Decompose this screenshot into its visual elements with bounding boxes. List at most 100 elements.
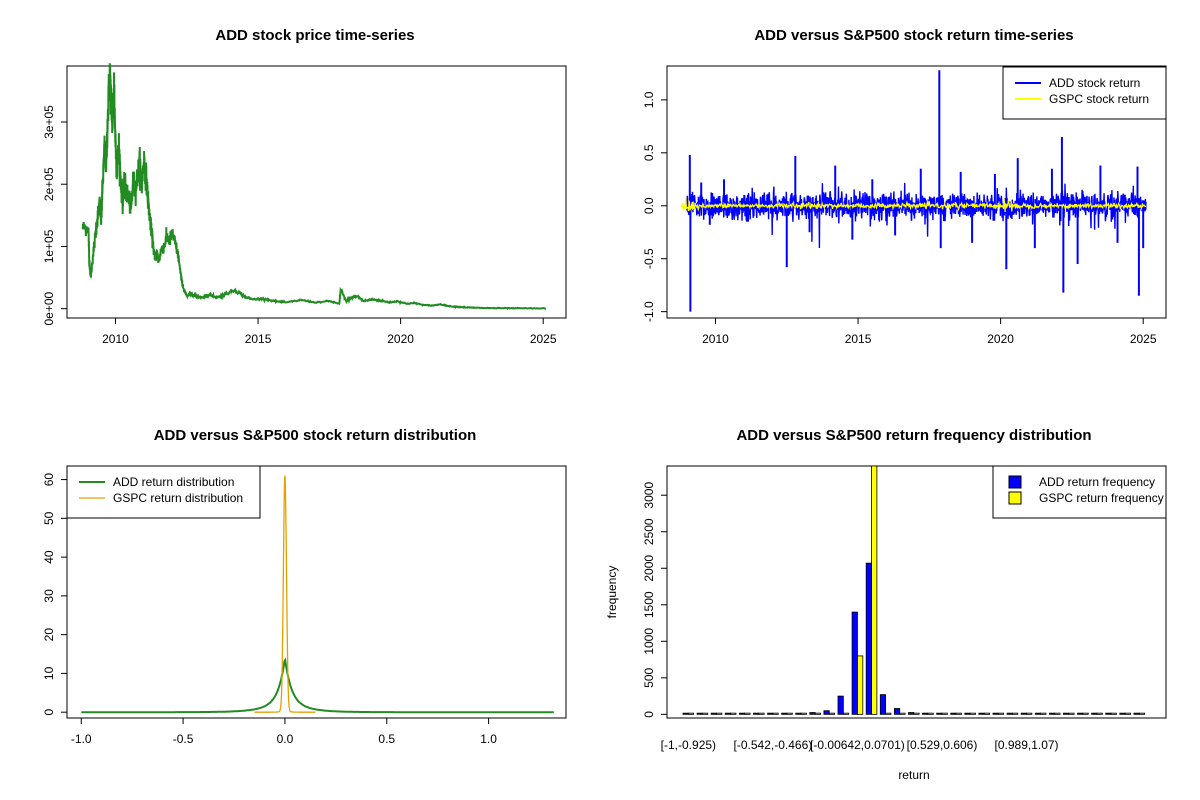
gspc-frequency-bar xyxy=(687,712,695,715)
gspc-frequency-bar xyxy=(772,712,779,715)
gspc-frequency-bar xyxy=(1068,712,1075,715)
return-ts-x-tick-label: 2015 xyxy=(845,332,872,346)
add-frequency-bar xyxy=(696,712,703,715)
gspc-frequency-bar xyxy=(899,712,906,715)
gspc-frequency-bar xyxy=(1096,712,1103,715)
frequency-x-tick-label: [-1,-0.925) xyxy=(661,738,716,752)
gspc-frequency-bar xyxy=(842,712,850,715)
add-frequency-bar xyxy=(879,694,887,715)
frequency-y-tick-label: 1500 xyxy=(642,591,656,618)
gspc-frequency-bar xyxy=(1040,712,1047,715)
density-y-tick-label: 30 xyxy=(42,589,56,603)
add-frequency-bar xyxy=(964,712,971,715)
frequency-legend-label: ADD return frequency xyxy=(1039,475,1155,489)
gspc-frequency-bar xyxy=(997,712,1005,715)
return-ts-chart-title: ADD versus S&P500 stock return time-seri… xyxy=(754,27,1073,44)
return-density-chart: ADD versus S&P500 stock return distribut… xyxy=(42,427,567,746)
gspc-frequency-bar xyxy=(983,712,991,715)
price-plot-frame xyxy=(66,65,567,319)
add-frequency-bar xyxy=(753,712,760,715)
frequency-legend-label: GSPC return frequency xyxy=(1039,491,1164,505)
price-plot-area: 2010 2015 2020 2025 0e+00 1e+05 2e+05 3e+05 xyxy=(42,63,567,346)
density-y-tick-label: 50 xyxy=(42,511,56,525)
add-frequency-bar xyxy=(1063,712,1070,715)
price-x-tick-label: 2020 xyxy=(387,332,414,346)
density-y-tick-label: 60 xyxy=(42,473,56,487)
add-frequency-bar xyxy=(1133,712,1140,715)
density-legend-label: ADD return distribution xyxy=(113,475,234,489)
add-frequency-bar xyxy=(936,712,943,715)
price-x-tick-label: 2015 xyxy=(245,332,272,346)
gspc-frequency-bar xyxy=(871,465,878,715)
add-frequency-bar xyxy=(978,712,985,715)
add-frequency-bar xyxy=(809,712,816,715)
add-frequency-bar xyxy=(1020,712,1027,715)
return-ts-x-tick-label: 2010 xyxy=(702,332,729,346)
frequency-y-tick-label: 500 xyxy=(642,667,656,687)
density-x-tick-label: 0.5 xyxy=(378,732,395,746)
price-y-tick-label: 3e+05 xyxy=(42,105,56,139)
frequency-legend-box xyxy=(992,465,1167,519)
frequency-x-tick-label: [-0.542,-0.466) xyxy=(734,738,813,752)
gspc-frequency-bar xyxy=(814,712,821,715)
gspc-frequency-bar xyxy=(1124,712,1131,715)
gspc-frequency-bar xyxy=(800,712,807,715)
add-frequency-bar xyxy=(837,695,844,715)
density-plot-frame xyxy=(66,465,567,719)
price-y-tick-label: 0e+00 xyxy=(42,291,56,325)
add-frequency-bar xyxy=(781,712,788,715)
add-frequency-bar xyxy=(1048,712,1056,715)
return-density-chart-title: ADD versus S&P500 stock return distribut… xyxy=(154,427,477,444)
gspc-frequency-bar xyxy=(969,712,976,715)
density-legend-label: GSPC return distribution xyxy=(113,491,243,505)
add-frequency-bar xyxy=(795,712,802,715)
density-legend-box xyxy=(66,465,261,519)
gspc-frequency-bar xyxy=(955,712,962,715)
frequency-y-tick-label: 1000 xyxy=(642,628,656,655)
gspc-frequency-bar xyxy=(828,712,836,715)
gspc-frequency-bar xyxy=(927,712,934,715)
gspc-frequency-bar xyxy=(758,712,765,715)
return-ts-legend-label: GSPC stock return xyxy=(1049,92,1149,106)
frequency-y-axis-label: frequency xyxy=(605,566,619,619)
add-frequency-bar xyxy=(1006,712,1013,715)
frequency-y-tick-label: 3000 xyxy=(642,482,656,509)
gspc-frequency-bar xyxy=(913,712,920,715)
gspc-frequency-bar xyxy=(1012,712,1019,715)
density-y-tick-label: 0 xyxy=(42,709,56,716)
density-y-tick-label: 40 xyxy=(42,550,56,564)
frequency-x-tick-label: [-0.00642,0.0701) xyxy=(810,738,905,752)
add-frequency-bar xyxy=(1077,712,1084,715)
add-frequency-bar xyxy=(922,712,929,715)
add-frequency-bar xyxy=(865,562,872,715)
return-ts-x-tick-label: 2020 xyxy=(987,332,1014,346)
frequency-plot-frame xyxy=(666,465,1167,719)
frequency-legend-key xyxy=(1008,491,1022,505)
frequency-y-tick-label: 0 xyxy=(642,711,656,718)
return-ts-chart: ADD versus S&P500 stock return time-seri… xyxy=(642,27,1167,346)
gspc-frequency-bar xyxy=(730,712,737,715)
add-frequency-bar xyxy=(823,710,830,715)
frequency-legend-key xyxy=(1008,475,1022,489)
return-frequency-chart-title: ADD versus S&P500 return frequency distr… xyxy=(736,427,1091,444)
add-frequency-bar xyxy=(724,712,732,715)
return-ts-plot-frame xyxy=(666,65,1167,319)
add-frequency-bar xyxy=(851,611,858,715)
return-ts-y-tick-label: 0.0 xyxy=(642,197,656,214)
add-frequency-bar xyxy=(767,712,774,715)
density-x-tick-label: -0.5 xyxy=(173,732,194,746)
price-chart: ADD stock price time-series 2010 2015 2020… xyxy=(42,27,567,346)
add-return-line xyxy=(686,182,1147,249)
return-frequency-chart: ADD versus S&P500 return frequency distr… xyxy=(605,427,1167,782)
add-frequency-bar xyxy=(1091,712,1098,715)
density-x-tick-label: 0.0 xyxy=(277,732,294,746)
gspc-frequency-bar xyxy=(1110,712,1117,715)
gspc-frequency-bar xyxy=(1054,712,1061,715)
return-ts-plot-area: 2010 2015 2020 2025 -1.0 -0.5 0.0 0.5 1.0 ADD sto… xyxy=(642,65,1167,346)
gspc-frequency-bar xyxy=(1138,712,1146,715)
add-frequency-bar xyxy=(893,708,901,715)
add-frequency-bar xyxy=(1105,712,1112,715)
gspc-return-line xyxy=(680,197,1146,213)
frequency-y-tick-label: 2500 xyxy=(642,518,656,545)
